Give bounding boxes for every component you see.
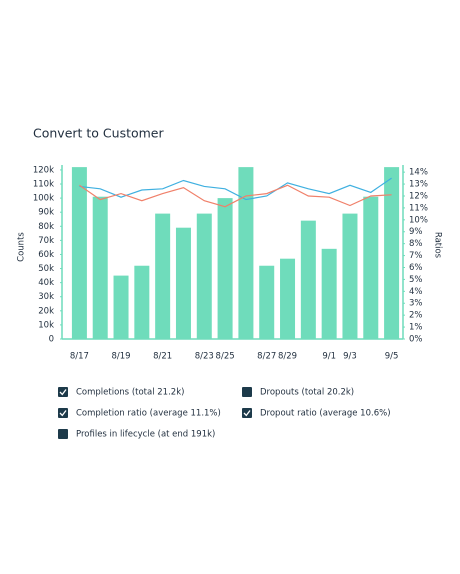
y-tick-label: 50k	[38, 264, 54, 274]
x-tick-label: 8/27	[257, 352, 276, 362]
y2-tick-label: 6%	[409, 263, 423, 273]
bar	[134, 265, 150, 339]
bar	[363, 196, 379, 339]
y-tick-label: 10k	[38, 320, 54, 330]
y-tick-label: 110k	[33, 180, 54, 190]
bar	[71, 167, 87, 339]
y2-tick-label: 4%	[409, 287, 423, 297]
y2-tick-label: 8%	[409, 239, 423, 249]
legend-checkbox[interactable]	[242, 408, 252, 418]
bar	[280, 258, 296, 339]
legend-label: Dropouts (total 20.2k)	[260, 388, 354, 398]
y-tick-label: 30k	[38, 292, 54, 302]
y2-tick-label: 5%	[409, 275, 423, 285]
legend-checkbox[interactable]	[58, 387, 68, 397]
x-tick-label: 8/23	[195, 352, 214, 362]
bar	[92, 196, 108, 339]
y2-tick-label: 12%	[409, 191, 428, 201]
bar	[238, 167, 254, 339]
legend-checkbox[interactable]	[58, 408, 68, 418]
legend-label: Completions (total 21.2k)	[76, 388, 184, 398]
x-tick-label: 8/19	[111, 352, 130, 362]
y-axis-label: Counts	[17, 232, 27, 262]
bar	[321, 248, 337, 339]
y-tick-label: 80k	[38, 222, 54, 232]
y2-tick-label: 0%	[409, 335, 423, 345]
y2-tick-label: 11%	[409, 203, 428, 213]
y-tick-label: 40k	[38, 278, 54, 288]
y2-tick-label: 10%	[409, 215, 428, 225]
x-tick-label: 8/21	[153, 352, 172, 362]
line	[79, 177, 392, 201]
bar	[175, 227, 191, 339]
x-tick-label: 8/17	[70, 352, 89, 362]
legend-label: Completion ratio (average 11.1%)	[76, 409, 221, 419]
x-tick-label: 9/3	[343, 352, 357, 362]
checkmark	[59, 410, 67, 417]
y-tick-label: 70k	[38, 236, 54, 246]
x-tick-label: 9/5	[385, 352, 399, 362]
y-tick-label: 100k	[33, 194, 54, 204]
y2-tick-label: 1%	[409, 323, 423, 333]
bar	[196, 213, 212, 339]
y-tick-label: 0	[49, 335, 54, 345]
bar	[384, 167, 400, 339]
checkmark	[243, 410, 251, 417]
bar	[217, 198, 233, 339]
legend-checkbox[interactable]	[242, 387, 252, 397]
line	[79, 184, 392, 208]
bar	[113, 275, 129, 339]
checkmark	[59, 389, 67, 396]
y2-tick-label: 14%	[409, 168, 428, 178]
legend-checkbox[interactable]	[58, 429, 68, 439]
y2-tick-label: 7%	[409, 251, 423, 261]
bar	[300, 220, 316, 339]
y2-tick-label: 2%	[409, 311, 423, 321]
legend-label: Profiles in lifecycle (at end 191k)	[76, 430, 215, 440]
bar	[342, 213, 358, 339]
y-tick-label: 120k	[33, 165, 54, 175]
y-tick-label: 20k	[38, 306, 54, 316]
x-tick-label: 9/1	[322, 352, 336, 362]
y2-tick-label: 9%	[409, 227, 423, 237]
x-tick-label: 8/29	[278, 352, 297, 362]
legend-label: Dropout ratio (average 10.6%)	[260, 409, 391, 419]
y2-tick-label: 13%	[409, 180, 428, 190]
bar	[155, 213, 171, 339]
bar	[259, 265, 275, 339]
y-tick-label: 60k	[38, 250, 54, 260]
y2-axis-label: Ratios	[433, 232, 443, 259]
x-tick-label: 8/25	[216, 352, 235, 362]
y2-tick-label: 3%	[409, 299, 423, 309]
chart-title: Convert to Customer	[33, 126, 165, 141]
y-tick-label: 90k	[38, 208, 54, 218]
